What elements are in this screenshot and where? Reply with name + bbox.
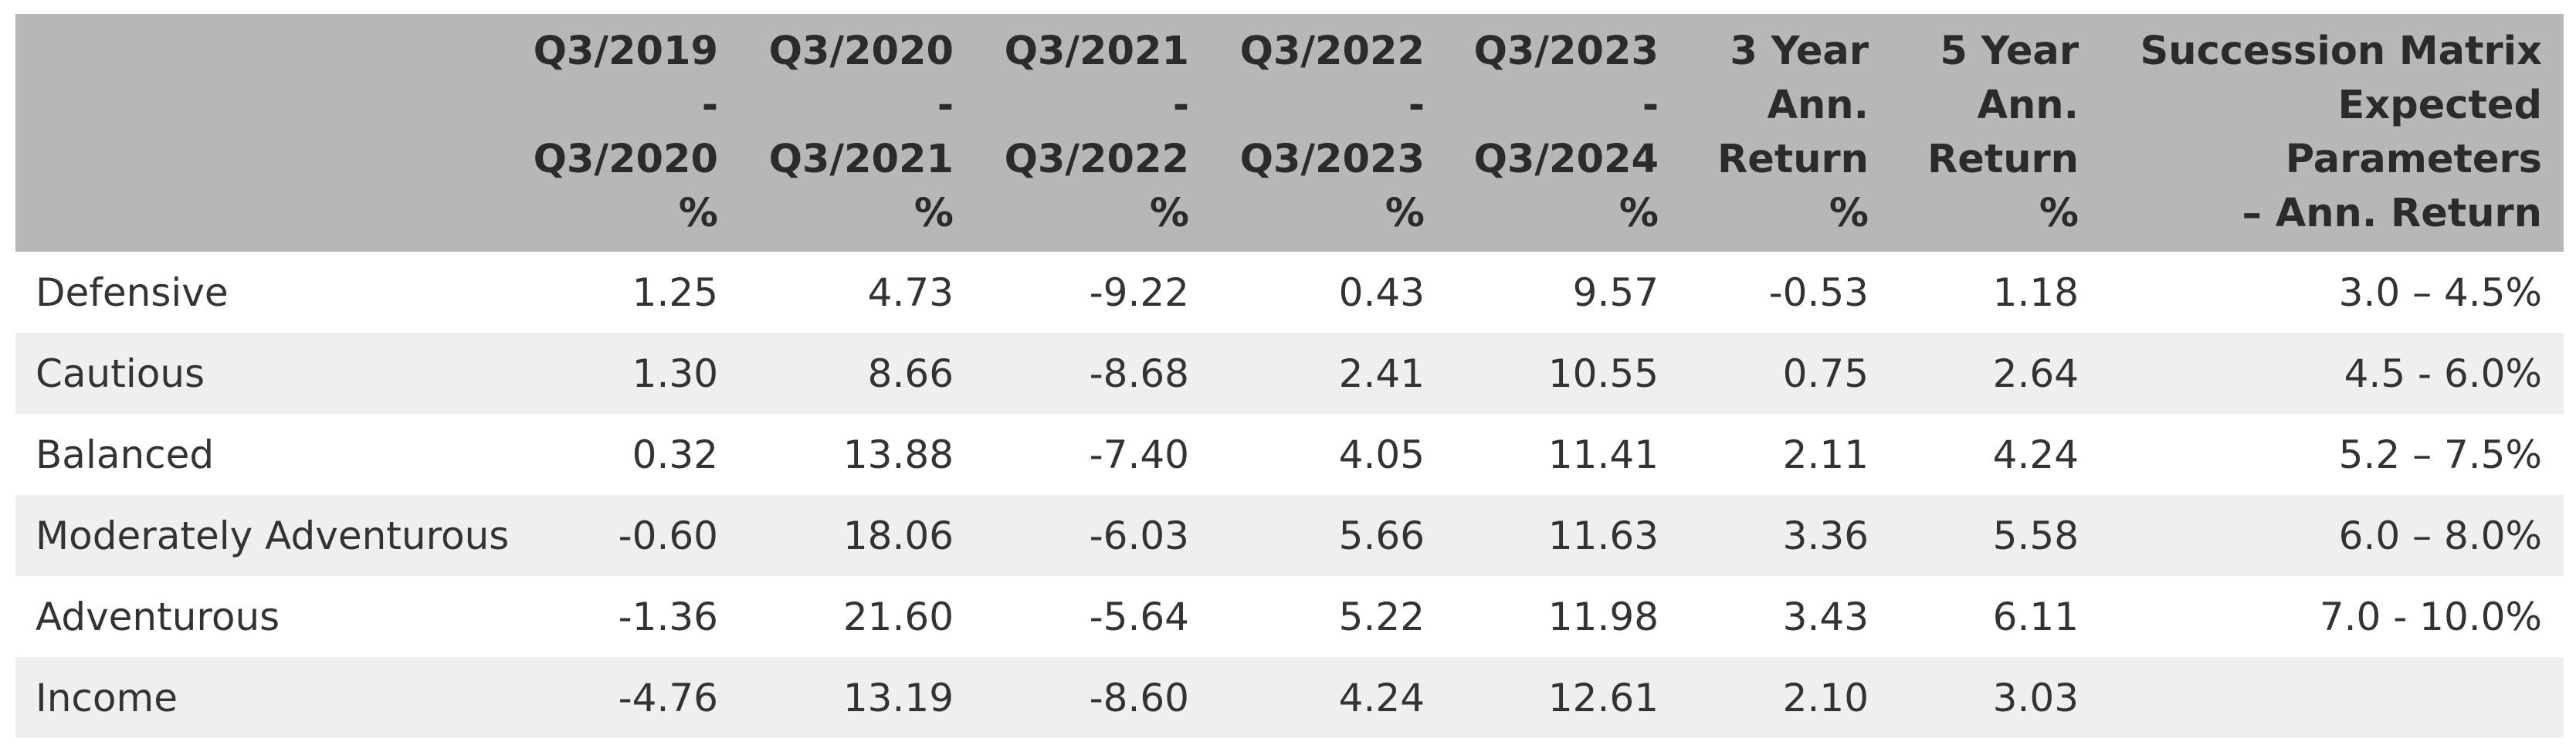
table-row: Balanced 0.32 13.88 -7.40 4.05 11.41 2.1… [15,414,2564,495]
table-cell: 9.57 [1572,269,1659,315]
header-cell-q3-2019-2020: Q3/2019 - Q3/2020 % [533,29,718,236]
row-label: Defensive [36,269,229,315]
table-cell: 4.24 [1992,432,2079,477]
table-row: Defensive 1.25 4.73 -9.22 0.43 9.57 -0.5… [15,252,2564,333]
table-cell: 7.0 - 10.0% [2319,594,2542,639]
table-cell: 11.63 [1547,513,1659,558]
header-cell-q3-2020-2021: Q3/2020 - Q3/2021 % [768,29,954,236]
table-cell: 3.36 [1782,513,1869,558]
header-cell-q3-2022-2023: Q3/2022 - Q3/2023 % [1239,29,1425,236]
header-cell-expected-parameters: Succession Matrix Expected Parameters – … [2140,29,2542,236]
table-cell: -8.68 [1089,351,1189,396]
header-cell-q3-2023-2024: Q3/2023 - Q3/2024 % [1473,29,1659,236]
table-cell: 3.03 [1992,675,2079,720]
table-cell: 0.43 [1338,269,1425,315]
table-header: Q3/2019 - Q3/2020 % Q3/2020 - Q3/2021 % … [15,14,2564,252]
table-cell: 5.2 – 7.5% [2338,432,2542,477]
table-cell: 8.66 [867,351,954,396]
table-cell: 5.58 [1992,513,2079,558]
performance-table: Q3/2019 - Q3/2020 % Q3/2020 - Q3/2021 % … [15,14,2564,738]
table-cell: 12.61 [1547,675,1659,720]
header-cell-q3-2021-2022: Q3/2021 - Q3/2022 % [1004,29,1189,236]
table-cell: 21.60 [842,594,954,639]
table-cell: 3.0 – 4.5% [2338,269,2542,315]
table-body: Defensive 1.25 4.73 -9.22 0.43 9.57 -0.5… [15,252,2564,738]
table-cell: -4.76 [618,675,718,720]
table-cell: -0.53 [1768,269,1869,315]
table-row: Adventurous -1.36 21.60 -5.64 5.22 11.98… [15,576,2564,657]
table-cell: -8.60 [1089,675,1189,720]
table-cell: 1.30 [632,351,718,396]
table-cell: 4.73 [867,269,954,315]
table-cell: 11.98 [1547,594,1659,639]
table-cell: 0.32 [632,432,718,477]
table-cell: 4.05 [1338,432,1425,477]
table-cell: 13.19 [842,675,954,720]
row-label: Moderately Adventurous [36,513,510,558]
header-cell-3-year-return: 3 Year Ann. Return % [1717,29,1869,236]
table-cell: 4.24 [1338,675,1425,720]
table-cell: 5.22 [1338,594,1425,639]
row-label: Adventurous [36,594,280,639]
table-cell: 13.88 [842,432,954,477]
table-row: Cautious 1.30 8.66 -8.68 2.41 10.55 0.75… [15,333,2564,414]
table-row: Income -4.76 13.19 -8.60 4.24 12.61 2.10… [15,657,2564,738]
table-row: Moderately Adventurous -0.60 18.06 -6.03… [15,495,2564,576]
table-cell: 2.11 [1782,432,1869,477]
table-cell: 0.75 [1782,351,1869,396]
row-label: Income [36,675,178,720]
table-cell: 10.55 [1547,351,1659,396]
table-cell: -5.64 [1089,594,1189,639]
table-cell [2110,657,2564,738]
table-cell: -6.03 [1089,513,1189,558]
table-cell: 6.11 [1992,594,2079,639]
table-cell: 18.06 [842,513,954,558]
table-cell: 5.66 [1338,513,1425,558]
table-cell: 2.10 [1782,675,1869,720]
table-cell: 1.25 [632,269,718,315]
table-cell: 2.64 [1992,351,2079,396]
table-cell: 6.0 – 8.0% [2338,513,2542,558]
table-cell: 1.18 [1992,269,2079,315]
table-cell: -7.40 [1089,432,1189,477]
header-row: Q3/2019 - Q3/2020 % Q3/2020 - Q3/2021 % … [15,14,2564,252]
row-label: Cautious [36,351,205,396]
table-cell: 2.41 [1338,351,1425,396]
performance-table-container: Q3/2019 - Q3/2020 % Q3/2020 - Q3/2021 % … [15,14,2564,738]
table-cell: 4.5 - 6.0% [2344,351,2542,396]
table-cell: 3.43 [1782,594,1869,639]
table-cell: -0.60 [618,513,718,558]
table-cell: -9.22 [1089,269,1189,315]
header-cell-portfolio [15,14,525,252]
table-cell: 11.41 [1547,432,1659,477]
row-label: Balanced [36,432,215,477]
header-cell-5-year-return: 5 Year Ann. Return % [1927,29,2079,236]
table-cell: -1.36 [618,594,718,639]
